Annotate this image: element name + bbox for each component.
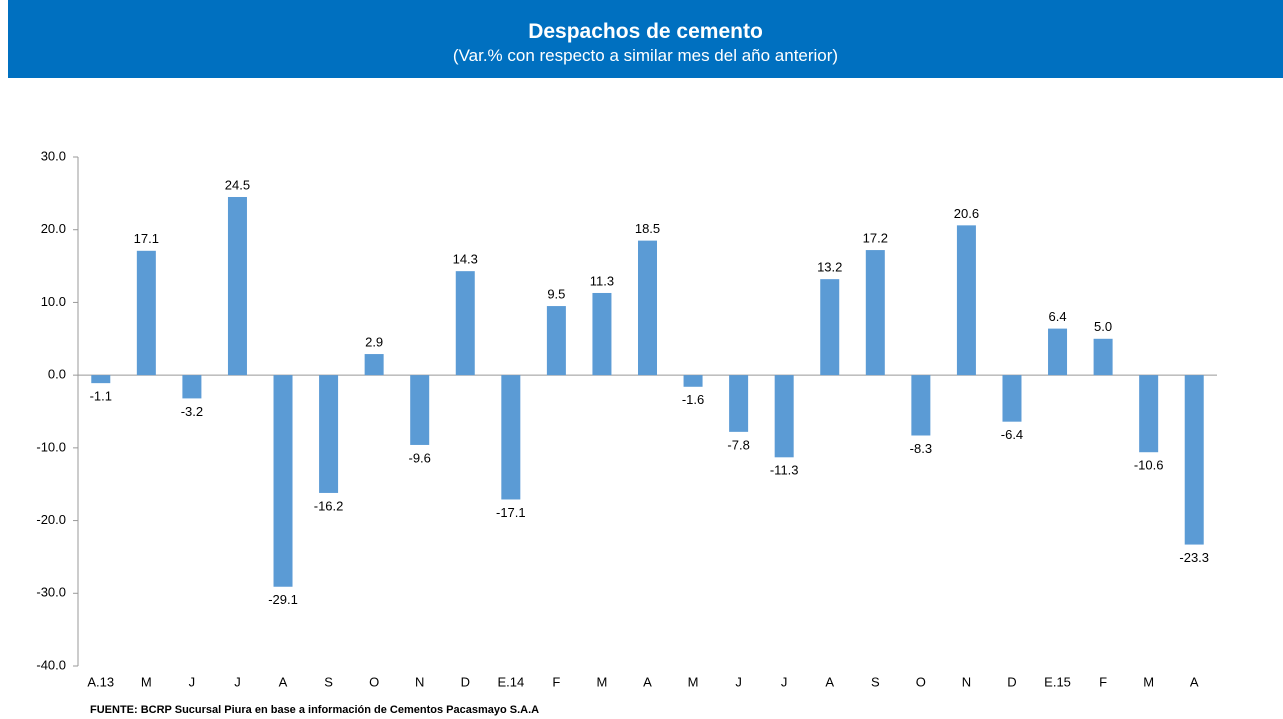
value-label: 13.2	[817, 260, 842, 275]
y-tick-label: -10.0	[36, 439, 66, 454]
x-tick-label: S	[324, 674, 333, 689]
x-tick-label: F	[1099, 674, 1107, 689]
value-label: 24.5	[225, 177, 250, 192]
x-tick-label: A	[1190, 674, 1199, 689]
x-tick-label: F	[552, 674, 560, 689]
bar	[638, 240, 657, 376]
x-tick-label: M	[141, 674, 152, 689]
y-tick-label: 0.0	[48, 367, 66, 382]
bar	[729, 375, 749, 432]
bar	[1093, 338, 1113, 376]
bar	[956, 225, 976, 376]
x-tick-label: N	[415, 674, 424, 689]
x-tick-label: J	[735, 674, 742, 689]
x-tick-label: A	[279, 674, 288, 689]
value-label: -29.1	[268, 592, 298, 607]
bar	[91, 375, 111, 384]
bar	[820, 279, 840, 376]
value-label: -16.2	[314, 498, 344, 513]
bar	[1002, 375, 1022, 422]
bar	[364, 354, 384, 376]
y-tick-label: 30.0	[41, 148, 66, 163]
bar	[455, 271, 475, 376]
x-tick-label: O	[369, 674, 379, 689]
value-label: -11.3	[770, 463, 799, 478]
x-tick-label: D	[1007, 674, 1016, 689]
y-tick-label: -30.0	[36, 585, 66, 600]
value-label: 5.0	[1094, 319, 1112, 334]
bar	[501, 375, 521, 500]
bar	[546, 306, 566, 376]
header: Despachos de cemento (Var.% con respecto…	[8, 0, 1283, 78]
x-tick-label: M	[1143, 674, 1154, 689]
x-tick-label: J	[781, 674, 788, 689]
value-label: -3.2	[181, 404, 203, 419]
value-label: 17.2	[863, 231, 888, 246]
value-label: 11.3	[590, 273, 614, 288]
value-label: -8.3	[910, 441, 932, 456]
x-tick-label: J	[189, 674, 196, 689]
source-note: FUENTE: BCRP Sucursal Piura en base a in…	[90, 704, 540, 716]
bar	[865, 250, 885, 376]
bar	[136, 250, 156, 376]
bar	[410, 375, 430, 445]
bar	[319, 375, 339, 493]
chart-title: Despachos de cemento	[528, 20, 763, 43]
y-tick-label: -20.0	[36, 512, 66, 527]
x-tick-label: M	[597, 674, 608, 689]
value-label: -17.1	[496, 505, 526, 520]
value-label: -1.6	[682, 392, 704, 407]
value-label: -7.8	[727, 437, 749, 452]
chart-subtitle: (Var.% con respecto a similar mes del añ…	[452, 46, 839, 65]
value-label: -1.1	[90, 389, 112, 404]
value-label: 14.3	[453, 252, 478, 267]
value-label: 18.5	[635, 221, 660, 236]
value-label: -23.3	[1179, 550, 1209, 565]
bar	[1139, 375, 1159, 453]
y-tick-label: 10.0	[41, 294, 66, 309]
x-tick-label: A	[825, 674, 834, 689]
bar	[182, 375, 202, 399]
x-tick-label: A.13	[87, 674, 114, 689]
bar	[592, 292, 612, 376]
x-tick-label: E.15	[1044, 674, 1071, 689]
bar	[273, 375, 293, 587]
bar	[227, 196, 247, 376]
value-label: 2.9	[365, 334, 383, 349]
bar	[1048, 328, 1068, 376]
value-label: 17.1	[134, 231, 159, 246]
y-tick-label: -40.0	[36, 657, 66, 672]
x-tick-label: E.14	[497, 674, 524, 689]
x-tick-label: O	[916, 674, 926, 689]
bar	[1184, 375, 1204, 545]
y-tick-label: 20.0	[41, 221, 66, 236]
bar	[774, 375, 794, 458]
bar	[911, 375, 931, 436]
x-tick-label: D	[461, 674, 470, 689]
value-label: 6.4	[1049, 309, 1067, 324]
x-tick-label: J	[234, 674, 241, 689]
value-label: 20.6	[954, 206, 979, 221]
value-label: -9.6	[408, 450, 430, 465]
value-label: -10.6	[1134, 458, 1164, 473]
bar	[683, 375, 703, 387]
x-tick-label: N	[962, 674, 971, 689]
x-tick-label: A	[643, 674, 652, 689]
x-tick-label: S	[871, 674, 880, 689]
value-label: -6.4	[1001, 427, 1023, 442]
value-label: 9.5	[547, 287, 565, 302]
x-tick-label: M	[688, 674, 699, 689]
